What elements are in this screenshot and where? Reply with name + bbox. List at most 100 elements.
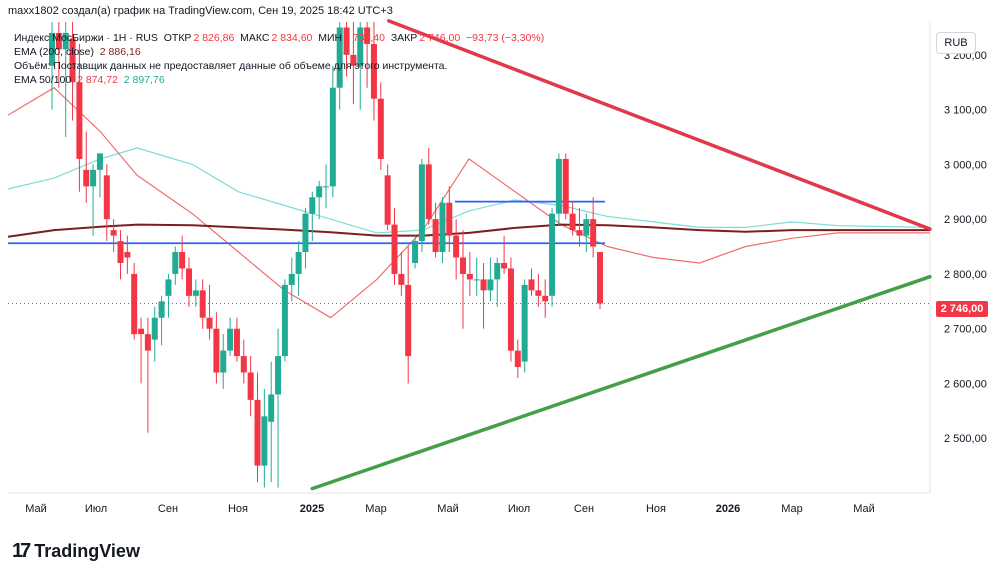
candle-body [281,284,288,357]
attribution-text: maxx1802 создал(а) график на TradingView… [8,5,393,17]
candle-body [261,416,268,466]
legend-volume-note: Объём: Поставщик данных не предоставляет… [14,60,448,72]
candle-body [213,328,220,373]
candle-body [247,372,254,400]
candle-body [90,169,97,187]
candle-body [329,87,336,187]
x-tick-label: Сен [574,503,594,515]
candle-body [418,164,425,242]
candle-body [131,273,138,335]
candle-body [473,279,480,281]
x-tick-label: Май [437,503,459,515]
candle-body [583,219,590,236]
candle-body [220,350,227,373]
x-tick-label: Мар [365,503,387,515]
y-tick-label: 2 700,00 [944,324,987,336]
legend-change-value: −93,73 (−3,30%) [466,32,545,44]
candle-body [398,273,405,285]
candle-body [76,82,83,159]
candle-body [254,399,261,466]
y-tick-label: 2 500,00 [944,433,987,445]
candle-body [110,230,117,236]
candle-body [192,290,199,296]
candle-body [323,186,329,188]
x-tick-label: Июл [508,503,530,515]
candle-body [487,279,494,291]
legend-ema-pair-row: EMA 50/100 2 874,72 2 897,76 [14,74,165,87]
legend-ema-pair-label: EMA 50/100 [14,74,72,86]
candle-body [514,350,521,368]
support-trendline [310,274,932,491]
candle-body [576,230,583,236]
candle-body [172,252,179,274]
candle-body [268,394,275,422]
x-tick-label: Май [25,503,47,515]
y-tick-label: 2 600,00 [944,378,987,390]
legend-high-value: 2 834,60 [271,32,313,44]
x-tick-label: Июл [85,503,107,515]
legend-ema200-value: 2 886,16 [99,46,141,58]
candle-body [528,279,535,291]
candle-body [466,273,473,280]
candle-body [158,301,165,318]
ema100-line [7,147,931,234]
legend-high-label: МАКС [240,32,270,44]
candle-body [384,175,391,225]
candle-body [480,279,487,291]
legend-low-value: 2 736,40 [344,32,385,44]
candle-body [309,197,316,214]
candle-body [405,284,412,357]
candle-body [55,32,62,50]
candle-body [117,241,124,263]
candle-body [62,32,69,50]
candle-body [439,202,446,253]
x-tick-label: Ноя [228,503,248,515]
currency-button[interactable]: RUB [936,32,976,54]
candle-body [357,27,364,66]
legend-close-label: ЗАКР [390,32,418,44]
candle-body [295,252,302,274]
candle-body [364,27,371,44]
candle-body [233,328,240,357]
tradingview-logo[interactable]: 17 TradingView [12,540,140,563]
legend-ema200-label: EMA (200, close) [14,46,94,58]
candle-body [302,213,309,253]
candle-body [288,273,295,285]
candle-body [597,252,603,304]
candle-body [432,219,439,253]
y-tick-label: 2 900,00 [944,214,987,226]
candle-body [412,241,419,263]
legend-symbol: Индекс МосБиржи · 1H · RUS [14,32,158,44]
x-tick-label: Май [853,503,875,515]
candle-body [275,356,282,395]
legend-ema50-value: 2 874,72 [77,74,118,86]
y-tick-label: 3 000,00 [944,159,987,171]
tradingview-logo-icon: 17 [12,540,31,562]
y-tick-label: 2 800,00 [944,269,987,281]
candle-body [370,43,377,99]
candle-body [165,279,172,296]
candle-body [535,290,542,296]
x-tick-label: Мар [781,503,803,515]
legend-open-label: ОТКР [163,32,192,44]
legend-ohlc-row: Индекс МосБиржи · 1H · RUS ОТКР 2 826,86 … [14,32,544,45]
candle-body [199,290,206,318]
candle-body [186,268,192,296]
legend-open-value: 2 826,86 [193,32,235,44]
legend-ema100-value: 2 897,76 [123,74,165,86]
candle-body [562,158,569,214]
legend-close-value: 2 746,00 [419,32,461,44]
legend-volume-row: Объём: Поставщик данных не предоставляет… [14,60,447,73]
candle-body [227,328,234,351]
candle-body [391,224,398,274]
resistance-trendline [387,19,932,231]
candle-body [460,257,466,274]
legend-ema200-row: EMA (200, close) 2 886,16 [14,46,141,59]
candle-body [377,98,384,159]
candle-body [49,32,55,66]
candle-body [96,153,103,170]
candle-body [69,38,76,83]
candle-body [343,27,350,55]
candle-body [521,284,528,362]
